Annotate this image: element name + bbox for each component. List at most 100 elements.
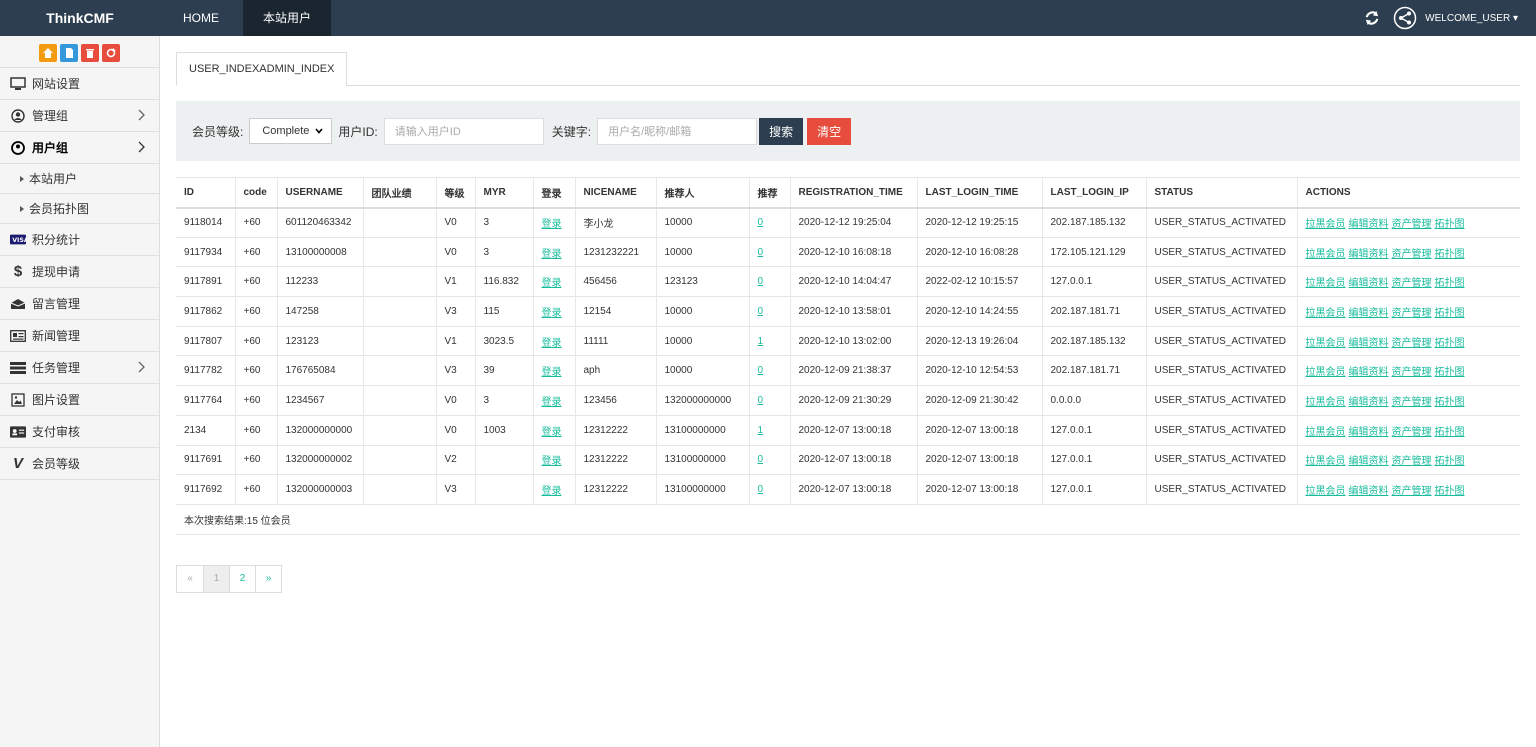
sidebar-item-admin-group[interactable]: 管理组 [0, 100, 159, 132]
clear-button[interactable]: 清空 [807, 117, 852, 145]
page-1-button[interactable]: 1 [203, 566, 229, 592]
sidebar-sub-member-topology[interactable]: 会员拓扑图 [0, 194, 159, 224]
topology-link[interactable]: 拓扑图 [1434, 486, 1465, 498]
cell-refer[interactable]: 0 [748, 266, 790, 297]
recycle-shortcut-button[interactable] [102, 43, 120, 62]
edit-profile-link[interactable]: 编辑资料 [1348, 486, 1389, 498]
blacklist-member-link[interactable]: 拉黑会员 [1305, 367, 1346, 379]
user-menu-toggle[interactable]: WELCOME_USER ▾ [1425, 13, 1518, 24]
blacklist-member-link[interactable]: 拉黑会员 [1305, 307, 1346, 319]
cell-refer[interactable]: 0 [748, 474, 790, 505]
sidebar-item-messages[interactable]: 留言管理 [0, 288, 159, 320]
cell-refer[interactable]: 0 [748, 444, 790, 475]
blacklist-member-link[interactable]: 拉黑会员 [1305, 456, 1346, 468]
cell-actions: 拉黑会员 编辑资料 资产管理 拓扑图 [1296, 355, 1520, 386]
cell-refer[interactable]: 0 [748, 236, 790, 267]
blacklist-member-link[interactable]: 拉黑会员 [1305, 396, 1346, 408]
topology-link[interactable]: 拓扑图 [1434, 396, 1465, 408]
blacklist-member-link[interactable]: 拉黑会员 [1305, 337, 1346, 349]
cell-refer[interactable]: 0 [748, 385, 790, 416]
topology-link[interactable]: 拓扑图 [1434, 367, 1465, 379]
blacklist-member-link[interactable]: 拉黑会员 [1305, 486, 1346, 498]
asset-management-link[interactable]: 资产管理 [1391, 219, 1432, 231]
page-2-button[interactable]: 2 [229, 566, 255, 592]
cell-last: 2020-12-10 12:54:53 [916, 355, 1042, 386]
keyword-input[interactable]: 用户名/昵称/邮箱 [597, 117, 758, 145]
cell-login[interactable]: 登录 [532, 296, 575, 327]
topology-link[interactable]: 拓扑图 [1434, 278, 1465, 290]
edit-profile-link[interactable]: 编辑资料 [1348, 248, 1389, 260]
avatar-share-icon[interactable] [1393, 6, 1417, 30]
asset-management-link[interactable]: 资产管理 [1391, 456, 1432, 468]
cell-login[interactable]: 登录 [532, 236, 575, 267]
user-id-input[interactable]: 请输入用户ID [383, 117, 544, 145]
edit-profile-link[interactable]: 编辑资料 [1348, 426, 1389, 438]
nav-site-users[interactable]: 本站用户 [243, 0, 332, 36]
blacklist-member-link[interactable]: 拉黑会员 [1305, 426, 1346, 438]
edit-profile-link[interactable]: 编辑资料 [1348, 307, 1389, 319]
asset-management-link[interactable]: 资产管理 [1391, 367, 1432, 379]
cell-login[interactable]: 登录 [532, 325, 575, 356]
edit-profile-link[interactable]: 编辑资料 [1348, 278, 1389, 290]
home-shortcut-button[interactable] [39, 43, 57, 62]
cell-login[interactable]: 登录 [532, 355, 575, 386]
topology-link[interactable]: 拓扑图 [1434, 337, 1465, 349]
trash-shortcut-button[interactable] [81, 43, 99, 62]
member-level-select[interactable]: Complete [249, 118, 333, 144]
cell-refer[interactable]: 0 [748, 207, 790, 238]
cell-login[interactable]: 登录 [532, 207, 575, 238]
sidebar: 网站设置 管理组 用户组 本站用户 会员拓扑图 VISA 积分统计 $ 提现申请… [0, 36, 160, 747]
edit-profile-link[interactable]: 编辑资料 [1348, 219, 1389, 231]
asset-management-link[interactable]: 资产管理 [1391, 248, 1432, 260]
asset-management-link[interactable]: 资产管理 [1391, 426, 1432, 438]
blacklist-member-link[interactable]: 拉黑会员 [1305, 248, 1346, 260]
refresh-icon[interactable] [1365, 11, 1379, 25]
page-prev-button[interactable]: « [187, 573, 193, 584]
cell-refer[interactable]: 0 [748, 355, 790, 386]
sidebar-item-image-settings[interactable]: 图片设置 [0, 384, 159, 416]
cell-login[interactable]: 登录 [532, 385, 575, 416]
cell-referrer: 123123 [655, 266, 749, 297]
sidebar-item-site-settings[interactable]: 网站设置 [0, 68, 159, 100]
topology-link[interactable]: 拓扑图 [1434, 426, 1465, 438]
cell-login[interactable]: 登录 [532, 444, 575, 475]
edit-profile-link[interactable]: 编辑资料 [1348, 396, 1389, 408]
file-shortcut-button[interactable] [60, 43, 78, 62]
nav-home[interactable]: HOME [183, 11, 219, 25]
sidebar-item-points-stats[interactable]: VISA 积分统计 [0, 224, 159, 256]
edit-profile-link[interactable]: 编辑资料 [1348, 456, 1389, 468]
blacklist-member-link[interactable]: 拉黑会员 [1305, 278, 1346, 290]
sidebar-item-withdrawal[interactable]: $ 提现申请 [0, 256, 159, 288]
cell-login[interactable]: 登录 [532, 414, 575, 445]
edit-profile-link[interactable]: 编辑资料 [1348, 367, 1389, 379]
topology-link[interactable]: 拓扑图 [1434, 456, 1465, 468]
page-next-button[interactable]: » [255, 566, 281, 592]
cell-login[interactable]: 登录 [532, 266, 575, 297]
sidebar-item-member-levels[interactable]: V 会员等级 [0, 448, 159, 480]
edit-profile-link[interactable]: 编辑资料 [1348, 337, 1389, 349]
cell-refer[interactable]: 1 [748, 414, 790, 445]
sidebar-item-payment-review[interactable]: 支付审核 [0, 416, 159, 448]
cell-refer[interactable]: 0 [748, 296, 790, 327]
asset-management-link[interactable]: 资产管理 [1391, 486, 1432, 498]
topology-link[interactable]: 拓扑图 [1434, 307, 1465, 319]
cell-myr: 115 [474, 296, 533, 327]
cell-login[interactable]: 登录 [532, 474, 575, 505]
asset-management-link[interactable]: 资产管理 [1391, 337, 1432, 349]
asset-management-link[interactable]: 资产管理 [1391, 396, 1432, 408]
sidebar-item-news[interactable]: 新闻管理 [0, 320, 159, 352]
cell-refer[interactable]: 1 [748, 325, 790, 356]
sidebar-item-tasks[interactable]: 任务管理 [0, 352, 159, 384]
sidebar-sub-site-users[interactable]: 本站用户 [0, 164, 159, 194]
search-button[interactable]: 搜索 [759, 117, 804, 145]
asset-management-link[interactable]: 资产管理 [1391, 307, 1432, 319]
tab-user-index[interactable]: USER_INDEXADMIN_INDEX [176, 52, 348, 86]
sidebar-item-user-group[interactable]: 用户组 [0, 132, 159, 164]
blacklist-member-link[interactable]: 拉黑会员 [1305, 219, 1346, 231]
column-header: LAST_LOGIN_TIME [916, 177, 1042, 209]
cell-referrer: 10000 [655, 207, 749, 238]
topology-link[interactable]: 拓扑图 [1434, 219, 1465, 231]
brand-logo[interactable]: ThinkCMF [46, 10, 114, 26]
topology-link[interactable]: 拓扑图 [1434, 248, 1465, 260]
asset-management-link[interactable]: 资产管理 [1391, 278, 1432, 290]
